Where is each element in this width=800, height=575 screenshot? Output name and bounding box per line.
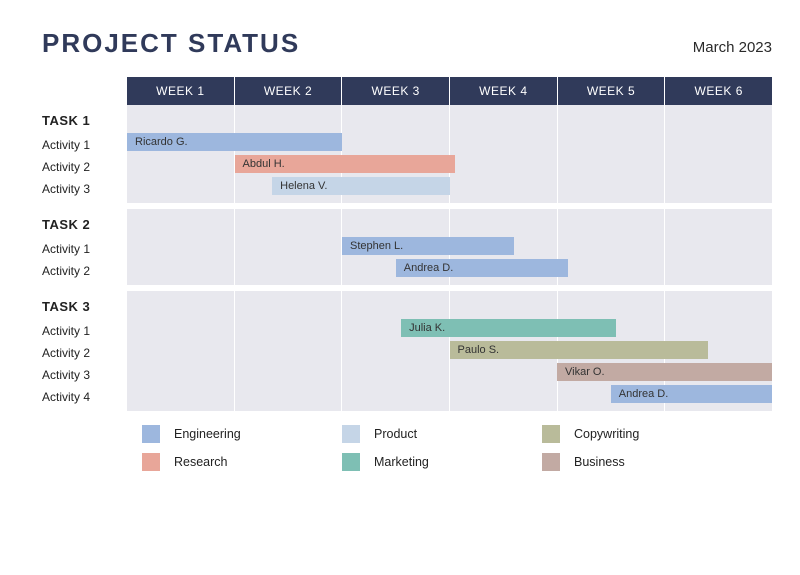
task-block: TASK 2 Activity 1Activity 2 Stephen L. Andr…: [42, 209, 772, 285]
gantt-bar: Andrea D.: [611, 385, 772, 403]
activity-label: Activity 1: [42, 134, 127, 156]
activity-row: Vikar O.: [127, 361, 772, 383]
activity-label: Activity 4: [42, 386, 127, 408]
gantt-bar: Stephen L.: [342, 237, 514, 255]
task-grid: Julia K. Paulo S. Vikar O. Andrea D.: [127, 291, 772, 411]
activity-row: Ricardo G.: [127, 131, 772, 153]
activity-label: Activity 3: [42, 178, 127, 200]
gantt-bar: Vikar O.: [557, 363, 772, 381]
week-header-cell: WEEK 5: [558, 77, 666, 105]
gantt-bar: Paulo S.: [450, 341, 708, 359]
legend-swatch: [542, 425, 560, 443]
activity-row: Andrea D.: [127, 383, 772, 405]
week-header-cell: WEEK 6: [665, 77, 772, 105]
week-header-cell: WEEK 2: [235, 77, 343, 105]
activity-label: Activity 2: [42, 342, 127, 364]
week-header-cell: WEEK 3: [342, 77, 450, 105]
activity-label: Activity 2: [42, 260, 127, 282]
report-date: March 2023: [693, 39, 772, 56]
legend-swatch: [542, 453, 560, 471]
activity-row: Stephen L.: [127, 235, 772, 257]
activity-row: Paulo S.: [127, 339, 772, 361]
task-block: TASK 1Activity 1Activity 2Activity 3Rica…: [42, 105, 772, 203]
legend-label: Marketing: [374, 455, 429, 469]
activity-label: Activity 1: [42, 320, 127, 342]
legend-swatch: [342, 453, 360, 471]
legend-item: Marketing: [342, 453, 542, 471]
legend-item: Engineering: [142, 425, 342, 443]
activity-row: Abdul H.: [127, 153, 772, 175]
legend: Engineering Product Copywriting Research Mar…: [142, 425, 772, 471]
legend-swatch: [142, 425, 160, 443]
task-title: TASK 3: [42, 299, 127, 314]
gantt-bar: Ricardo G.: [127, 133, 342, 151]
gantt-bar: Abdul H.: [235, 155, 455, 173]
weeks-header: WEEK 1WEEK 2WEEK 3WEEK 4WEEK 5WEEK 6: [127, 77, 772, 105]
task-title: TASK 1: [42, 113, 127, 128]
legend-swatch: [142, 453, 160, 471]
legend-label: Research: [174, 455, 228, 469]
gantt-bar: Helena V.: [272, 177, 449, 195]
activity-row: Helena V.: [127, 175, 772, 197]
legend-item: Product: [342, 425, 542, 443]
task-block: TASK 3 Activity 1Activity 2Activity 3Acti…: [42, 291, 772, 411]
week-header-cell: WEEK 1: [127, 77, 235, 105]
legend-item: Business: [542, 453, 742, 471]
activity-row: Julia K.: [127, 317, 772, 339]
activity-row: Andrea D.: [127, 257, 772, 279]
activity-label: Activity 3: [42, 364, 127, 386]
page-title: PROJECT STATUS: [42, 28, 300, 59]
legend-label: Business: [574, 455, 625, 469]
activity-label: Activity 2: [42, 156, 127, 178]
legend-item: Copywriting: [542, 425, 742, 443]
week-header-cell: WEEK 4: [450, 77, 558, 105]
gantt-chart: WEEK 1WEEK 2WEEK 3WEEK 4WEEK 5WEEK 6 TAS…: [42, 77, 772, 411]
task-grid: Ricardo G. Abdul H. Helena V.: [127, 105, 772, 203]
task-grid: Stephen L. Andrea D.: [127, 209, 772, 285]
legend-label: Product: [374, 427, 417, 441]
legend-swatch: [342, 425, 360, 443]
gantt-bar: Andrea D.: [396, 259, 568, 277]
legend-label: Engineering: [174, 427, 241, 441]
legend-item: Research: [142, 453, 342, 471]
legend-label: Copywriting: [574, 427, 639, 441]
task-title: TASK 2: [42, 217, 127, 232]
activity-label: Activity 1: [42, 238, 127, 260]
gantt-bar: Julia K.: [401, 319, 616, 337]
